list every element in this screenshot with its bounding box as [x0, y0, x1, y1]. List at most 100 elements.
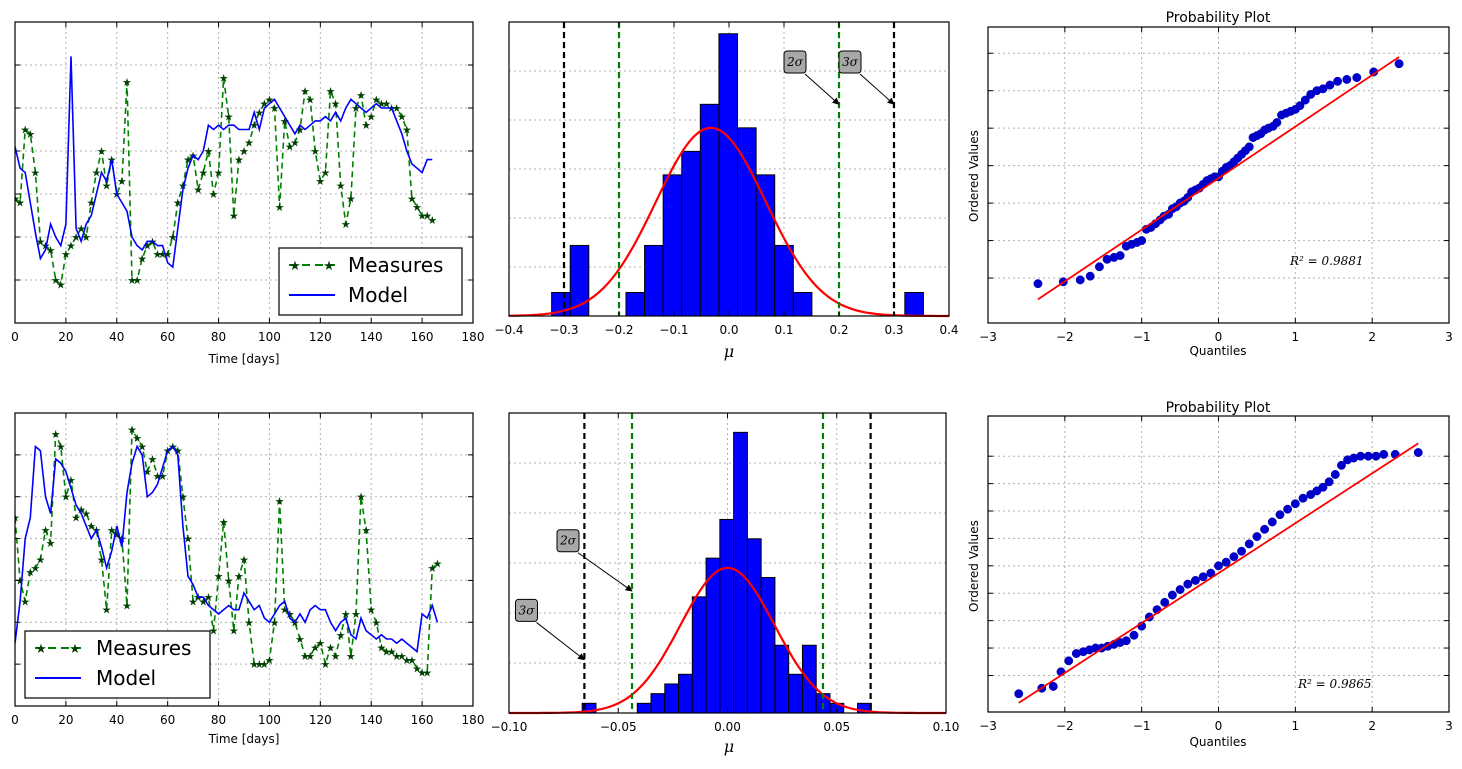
measure-point: ★ — [214, 167, 224, 180]
measure-point: ★ — [61, 491, 71, 504]
x-tick-label: 140 — [360, 330, 383, 344]
measure-point: ★ — [265, 93, 275, 106]
measure-point: ★ — [305, 93, 315, 106]
measure-point: ★ — [326, 641, 336, 654]
measure-point: ★ — [412, 201, 422, 214]
probability-point — [1267, 517, 1277, 527]
measure-point: ★ — [188, 595, 198, 608]
measure-point: ★ — [280, 604, 290, 617]
measure-point: ★ — [310, 145, 320, 158]
probability-point — [1183, 579, 1193, 589]
time-series-chart-top: ★★★★★★★★★★★★★★★★★★★★★★★★★★★★★★★★★★★★★★★★… — [11, 21, 484, 366]
probability-point — [1048, 681, 1058, 691]
measure-point: ★ — [36, 554, 46, 567]
measure-point: ★ — [234, 570, 244, 583]
measure-point: ★ — [366, 604, 376, 617]
measure-point: ★ — [270, 616, 280, 629]
legend-frame — [24, 630, 211, 699]
x-tick-label: −2 — [1056, 330, 1074, 344]
measure-point: ★ — [351, 608, 361, 621]
normal-fit-curve — [508, 126, 949, 318]
measure-point: ★ — [214, 570, 224, 583]
histogram-chart-top: 2σ 3σ −0.4 −0.3 −0.2 −0.1 0.0 0.1 0.2 0.3 0.4 μ — [494, 21, 959, 361]
measure-point: ★ — [122, 76, 132, 89]
measure-point: ★ — [51, 428, 61, 441]
probability-point — [1379, 449, 1389, 459]
measure-point: ★ — [382, 98, 392, 111]
probability-point — [1275, 510, 1285, 520]
x-tick-label: 3 — [1445, 719, 1453, 733]
annotation-label: 2σ — [559, 534, 577, 548]
x-tick-label: 120 — [309, 713, 332, 727]
measure-point: ★ — [122, 600, 132, 613]
normal-fit-curve — [509, 566, 946, 715]
measure-point: ★ — [112, 528, 122, 541]
measure-point: ★ — [209, 188, 219, 201]
measure-point: ★ — [76, 503, 86, 516]
histogram-bar — [691, 596, 707, 714]
probability-point — [1075, 275, 1085, 285]
x-tick-label: −1 — [1133, 719, 1151, 733]
probability-point — [1260, 524, 1270, 534]
measure-point: ★ — [97, 145, 107, 158]
histogram-bar — [636, 702, 652, 714]
probability-point — [1214, 561, 1223, 571]
probability-point — [1198, 572, 1208, 582]
probability-point — [1244, 539, 1254, 549]
legend-model-label: Model — [348, 283, 408, 307]
measure-point: ★ — [331, 98, 341, 111]
measure-point: ★ — [387, 646, 397, 659]
measure-point: ★ — [285, 608, 295, 621]
x-tick-label: 120 — [309, 330, 332, 344]
legend-measures-marker: ★ — [323, 259, 335, 274]
model-series-line — [15, 444, 439, 654]
x-tick-label: 0 — [11, 330, 19, 344]
measure-point: ★ — [239, 554, 249, 567]
measure-point: ★ — [402, 654, 412, 667]
x-tick-label: 0 — [1215, 330, 1223, 344]
x-tick-label: −0.05 — [600, 720, 637, 734]
measure-point: ★ — [46, 244, 56, 257]
measure-point: ★ — [244, 136, 254, 149]
measure-point: ★ — [15, 574, 25, 587]
measure-point: ★ — [300, 650, 310, 663]
probability-point — [1330, 470, 1340, 479]
probability-point — [1167, 590, 1177, 600]
measure-point: ★ — [407, 654, 417, 667]
probability-point — [1394, 59, 1404, 69]
x-tick-label: 100 — [258, 330, 281, 344]
measure-point: ★ — [86, 197, 96, 210]
measure-point: ★ — [198, 595, 208, 608]
probability-plot-top: −3 −2 −1 0 1 2 3 Probability Plot Quantiles Or… — [967, 10, 1453, 358]
measure-point: ★ — [71, 512, 81, 525]
histogram-bar — [801, 644, 817, 714]
probability-point — [1014, 689, 1024, 699]
measure-point: ★ — [183, 533, 193, 546]
x-axis-label: Quantiles — [1189, 344, 1246, 358]
x-tick-label: −0.10 — [491, 720, 528, 734]
x-tick-label: −0.3 — [549, 323, 578, 337]
measure-point: ★ — [432, 558, 442, 571]
measure-point: ★ — [41, 524, 51, 537]
r-squared-label: R² = 0.9865 — [1297, 677, 1372, 691]
measure-point: ★ — [147, 453, 157, 466]
measure-point: ★ — [203, 145, 213, 158]
x-tick-label: 60 — [160, 713, 175, 727]
plot-layer: ★★★★★★★★★★★★★★★★★★★★★★★★★★★★★★★★★★★★★★★★… — [11, 21, 484, 344]
measure-point: ★ — [305, 650, 315, 663]
measure-point: ★ — [259, 658, 269, 671]
measure-point: ★ — [346, 192, 356, 205]
histogram-bar — [904, 291, 924, 317]
measure-point: ★ — [219, 516, 229, 529]
y-ticks — [988, 455, 1449, 676]
measure-point: ★ — [15, 197, 25, 210]
probability-point — [1244, 142, 1254, 152]
measure-point: ★ — [265, 654, 275, 667]
histogram-bar — [705, 557, 721, 714]
x-ticks: −3 −2 −1 0 1 2 3 — [979, 416, 1453, 733]
measure-point: ★ — [356, 89, 366, 102]
r-squared-label: R² = 0.9881 — [1289, 254, 1364, 268]
measure-point: ★ — [178, 491, 188, 504]
chart-title: Probability Plot — [1166, 10, 1271, 26]
annotation-box — [514, 598, 538, 622]
